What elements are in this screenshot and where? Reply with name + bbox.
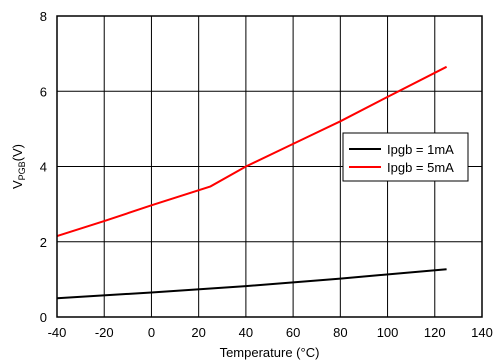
y-axis-title-unit: (V)	[10, 144, 25, 161]
series-line-1ma	[56, 268, 447, 300]
y-tick-label: 0	[40, 310, 47, 325]
x-tick-label: 0	[148, 325, 155, 340]
x-tick-label: 100	[377, 325, 399, 340]
y-tick-label: 8	[40, 9, 47, 24]
y-axis-title-subscript: PGB	[17, 161, 27, 180]
x-tick-label: 140	[471, 325, 493, 340]
series-lines	[56, 65, 448, 300]
x-axis-title: Temperature (°C)	[220, 345, 320, 360]
x-tick-label: 20	[191, 325, 205, 340]
x-tick-label: 80	[333, 325, 347, 340]
x-tick-label: -20	[95, 325, 114, 340]
series-line-5ma	[56, 65, 448, 238]
x-tick-label: 40	[239, 325, 253, 340]
legend-label-5ma: Ipgb = 5mA	[387, 160, 454, 175]
x-tick-label: -40	[48, 325, 67, 340]
y-axis-title-main: V	[10, 180, 25, 189]
legend-label-1ma: Ipgb = 1mA	[387, 142, 454, 157]
plot-area-frame	[56, 15, 483, 318]
x-tick-label: 60	[286, 325, 300, 340]
legend: Ipgb = 1mA Ipgb = 5mA	[342, 132, 469, 182]
y-axis-title: VPGB(V)	[10, 144, 27, 189]
y-tick-label: 4	[40, 160, 47, 175]
x-tick-label: 120	[424, 325, 446, 340]
y-tick-labels: 0 2 4 6 8	[40, 9, 47, 325]
y-tick-label: 6	[40, 84, 47, 99]
legend-box	[342, 132, 469, 182]
y-tick-label: 2	[40, 235, 47, 250]
x-tick-labels: -40 -20 0 20 40 60 80 100 120 140	[48, 325, 493, 340]
